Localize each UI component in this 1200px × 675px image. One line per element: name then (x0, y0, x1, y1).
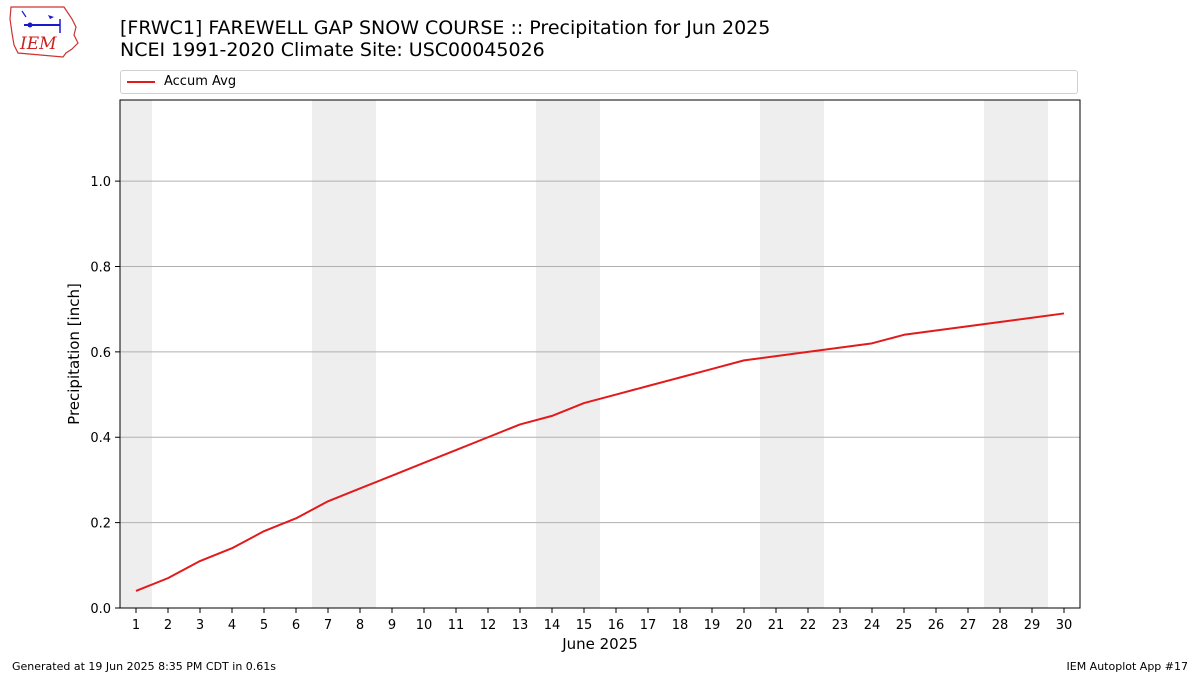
y-tick-label: 1.0 (90, 175, 111, 190)
legend-label: Accum Avg (164, 74, 237, 89)
y-tick-label: 0.6 (90, 346, 111, 361)
x-tick-label: 20 (736, 618, 753, 633)
x-tick-label: 11 (448, 618, 465, 633)
plot-frame (119, 99, 1081, 609)
x-tick-label: 17 (640, 618, 657, 633)
weekend-band-4 (760, 100, 824, 608)
x-tick-label: 19 (704, 618, 721, 633)
x-tick-label: 27 (960, 618, 977, 633)
x-tick-label: 12 (480, 618, 497, 633)
y-tick-label: 0.0 (90, 602, 111, 617)
x-tick-label: 10 (416, 618, 433, 633)
y-tick-label: 0.2 (90, 517, 111, 532)
y-tick-label: 0.8 (90, 260, 111, 275)
x-tick-label: 26 (928, 618, 945, 633)
x-tick-label: 24 (864, 618, 881, 633)
x-tick-label: 25 (896, 618, 913, 633)
x-tick-label: 6 (292, 618, 300, 633)
footer-generated: Generated at 19 Jun 2025 8:35 PM CDT in … (12, 660, 277, 673)
x-tick-label: 21 (768, 618, 785, 633)
x-tick-label: 15 (576, 618, 593, 633)
weekend-band-3 (536, 100, 600, 608)
y-tick-label: 0.4 (90, 431, 111, 446)
x-tick-label: 5 (260, 618, 268, 633)
x-tick-label: 14 (544, 618, 561, 633)
x-tick-label: 23 (832, 618, 849, 633)
x-axis-label: June 2025 (561, 635, 638, 653)
weekend-band-5 (984, 100, 1048, 608)
x-tick-label: 8 (356, 618, 364, 633)
chart-subtitle: NCEI 1991-2020 Climate Site: USC00045026 (120, 39, 545, 61)
iem-logo: IEM (9, 6, 79, 58)
footer-app: IEM Autoplot App #17 (1066, 660, 1189, 673)
x-tick-label: 29 (1024, 618, 1041, 633)
x-tick-label: 16 (608, 618, 625, 633)
logo-text: IEM (19, 34, 57, 54)
chart-title: [FRWC1] FAREWELL GAP SNOW COURSE :: Prec… (120, 17, 771, 39)
legend-swatch (127, 81, 155, 83)
series-line-accum-avg (135, 312, 1065, 592)
x-tick-label: 9 (388, 618, 396, 633)
weekend-band-2 (312, 100, 376, 608)
x-tick-label: 30 (1056, 618, 1073, 633)
legend: Accum Avg (120, 70, 1078, 94)
x-tick-label: 1 (132, 618, 140, 633)
weekend-band-1 (120, 100, 152, 608)
x-tick-label: 4 (228, 618, 236, 633)
x-tick-label: 3 (196, 618, 204, 633)
x-tick-label: 18 (672, 618, 689, 633)
x-tick-label: 22 (800, 618, 817, 633)
x-tick-label: 28 (992, 618, 1009, 633)
x-tick-label: 7 (324, 618, 332, 633)
x-tick-label: 2 (164, 618, 172, 633)
y-axis-label: Precipitation [inch] (65, 283, 83, 425)
x-tick-label: 13 (512, 618, 529, 633)
